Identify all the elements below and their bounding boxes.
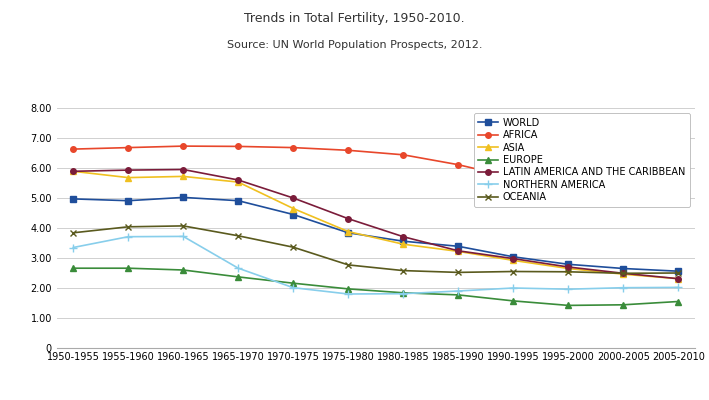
ASIA [619, 272, 627, 277]
EUROPE [69, 266, 77, 270]
WORLD [69, 196, 77, 201]
NORTHERN AMERICA [619, 285, 627, 290]
LATIN AMERICA AND THE CARIBBEAN [124, 168, 133, 172]
Text: Source: UN World Population Prospects, 2012.: Source: UN World Population Prospects, 2… [227, 40, 482, 50]
AFRICA [289, 145, 298, 150]
WORLD [344, 230, 352, 235]
Line: AFRICA: AFRICA [70, 143, 681, 203]
WORLD [124, 198, 133, 203]
OCEANIA [399, 268, 408, 273]
Line: WORLD: WORLD [70, 195, 681, 274]
EUROPE [454, 292, 462, 297]
OCEANIA [344, 262, 352, 267]
AFRICA [69, 147, 77, 152]
LATIN AMERICA AND THE CARIBBEAN [179, 167, 187, 172]
WORLD [674, 269, 683, 274]
WORLD [399, 239, 408, 244]
OCEANIA [454, 270, 462, 275]
LATIN AMERICA AND THE CARIBBEAN [69, 169, 77, 174]
LATIN AMERICA AND THE CARIBBEAN [289, 196, 298, 200]
EUROPE [234, 274, 242, 279]
NORTHERN AMERICA [674, 285, 683, 290]
LATIN AMERICA AND THE CARIBBEAN [509, 256, 518, 261]
EUROPE [289, 281, 298, 286]
LATIN AMERICA AND THE CARIBBEAN [564, 265, 573, 270]
Text: Trends in Total Fertility, 1950-2010.: Trends in Total Fertility, 1950-2010. [244, 12, 465, 25]
EUROPE [564, 303, 573, 308]
WORLD [454, 244, 462, 249]
EUROPE [179, 268, 187, 272]
NORTHERN AMERICA [344, 292, 352, 296]
OCEANIA [234, 234, 242, 238]
AFRICA [124, 145, 133, 150]
AFRICA [399, 152, 408, 157]
Line: ASIA: ASIA [70, 168, 681, 282]
AFRICA [674, 198, 683, 203]
AFRICA [234, 144, 242, 149]
AFRICA [344, 148, 352, 153]
OCEANIA [674, 270, 683, 275]
OCEANIA [179, 224, 187, 228]
EUROPE [344, 286, 352, 291]
OCEANIA [619, 271, 627, 276]
LATIN AMERICA AND THE CARIBBEAN [234, 178, 242, 182]
ASIA [289, 206, 298, 211]
Line: EUROPE: EUROPE [70, 266, 681, 308]
LATIN AMERICA AND THE CARIBBEAN [454, 248, 462, 253]
ASIA [509, 258, 518, 263]
AFRICA [619, 192, 627, 196]
NORTHERN AMERICA [454, 289, 462, 294]
WORLD [179, 195, 187, 200]
NORTHERN AMERICA [509, 286, 518, 290]
OCEANIA [124, 224, 133, 229]
ASIA [69, 169, 77, 174]
NORTHERN AMERICA [179, 234, 187, 239]
EUROPE [124, 266, 133, 270]
WORLD [289, 212, 298, 217]
ASIA [399, 242, 408, 246]
OCEANIA [69, 230, 77, 235]
Legend: WORLD, AFRICA, ASIA, EUROPE, LATIN AMERICA AND THE CARIBBEAN, NORTHERN AMERICA, : WORLD, AFRICA, ASIA, EUROPE, LATIN AMERI… [474, 113, 690, 207]
ASIA [674, 276, 683, 281]
AFRICA [509, 175, 518, 180]
ASIA [124, 175, 133, 180]
EUROPE [509, 298, 518, 303]
ASIA [179, 174, 187, 179]
WORLD [509, 254, 518, 259]
NORTHERN AMERICA [289, 285, 298, 290]
OCEANIA [564, 270, 573, 274]
NORTHERN AMERICA [399, 291, 408, 296]
LATIN AMERICA AND THE CARIBBEAN [344, 216, 352, 221]
EUROPE [674, 299, 683, 304]
LATIN AMERICA AND THE CARIBBEAN [399, 234, 408, 239]
EUROPE [399, 290, 408, 295]
WORLD [564, 262, 573, 267]
WORLD [619, 266, 627, 271]
WORLD [234, 198, 242, 203]
NORTHERN AMERICA [124, 234, 133, 239]
Line: OCEANIA: OCEANIA [69, 222, 682, 277]
LATIN AMERICA AND THE CARIBBEAN [619, 271, 627, 276]
ASIA [564, 266, 573, 271]
Line: LATIN AMERICA AND THE CARIBBEAN: LATIN AMERICA AND THE CARIBBEAN [70, 167, 681, 282]
OCEANIA [509, 269, 518, 274]
NORTHERN AMERICA [564, 287, 573, 292]
LATIN AMERICA AND THE CARIBBEAN [674, 276, 683, 281]
ASIA [234, 180, 242, 184]
ASIA [454, 249, 462, 254]
EUROPE [619, 302, 627, 307]
ASIA [344, 229, 352, 234]
AFRICA [564, 184, 573, 189]
NORTHERN AMERICA [234, 266, 242, 270]
AFRICA [179, 144, 187, 148]
AFRICA [454, 162, 462, 167]
NORTHERN AMERICA [69, 245, 77, 250]
OCEANIA [289, 245, 298, 250]
Line: NORTHERN AMERICA: NORTHERN AMERICA [69, 232, 683, 298]
